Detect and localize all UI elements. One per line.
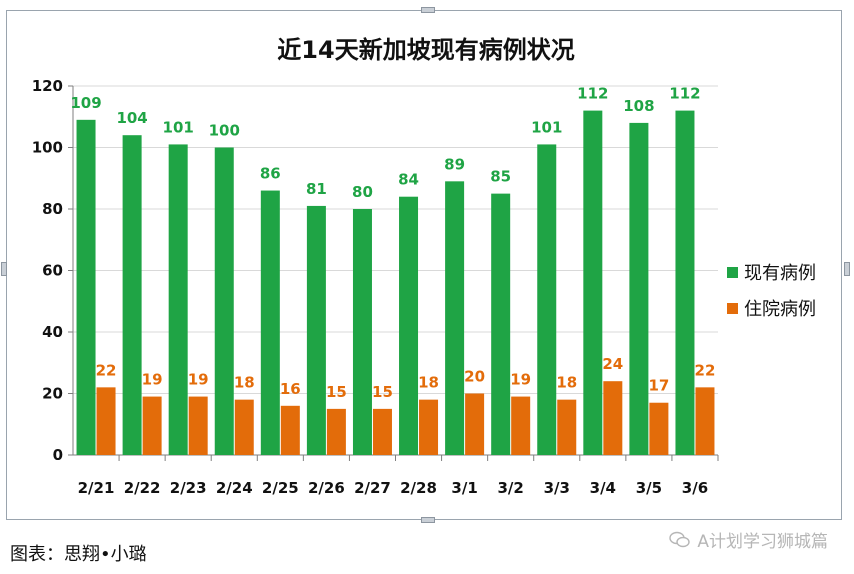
data-label: 19 xyxy=(510,371,531,389)
x-tick-label: 2/21 xyxy=(78,479,115,497)
data-label: 80 xyxy=(352,183,373,201)
data-label: 100 xyxy=(209,122,240,140)
data-label: 101 xyxy=(531,118,562,136)
bar-current-cases xyxy=(352,209,372,455)
data-label: 89 xyxy=(444,155,465,173)
bar-hospitalized-cases xyxy=(419,399,439,455)
bar-current-cases xyxy=(399,196,419,455)
figure-caption: 图表：思翔•小璐 xyxy=(10,544,147,565)
bar-current-cases xyxy=(260,190,280,456)
legend-label: 现有病例 xyxy=(744,263,816,284)
data-label: 24 xyxy=(602,355,623,373)
data-label: 101 xyxy=(163,118,194,136)
data-label: 19 xyxy=(142,371,163,389)
y-tick-label: 80 xyxy=(42,200,63,218)
y-tick-label: 100 xyxy=(32,139,63,157)
data-label: 112 xyxy=(577,85,608,103)
x-tick-label: 2/24 xyxy=(216,479,253,497)
chart-title: 近14天新加坡现有病例状况 xyxy=(277,36,574,64)
bar-current-cases xyxy=(76,119,96,455)
resize-handle-top[interactable] xyxy=(421,7,435,13)
data-label: 22 xyxy=(96,361,117,379)
data-label: 15 xyxy=(326,383,347,401)
wechat-icon xyxy=(669,531,691,547)
resize-handle-right[interactable] xyxy=(844,262,850,276)
x-tick-label: 3/2 xyxy=(497,479,523,497)
data-label: 18 xyxy=(234,374,255,392)
x-tick-label: 2/27 xyxy=(354,479,391,497)
data-label: 104 xyxy=(116,109,147,127)
x-tick-label: 2/25 xyxy=(262,479,299,497)
data-label: 86 xyxy=(260,165,281,183)
bar-hospitalized-cases xyxy=(96,387,116,455)
x-tick-label: 2/28 xyxy=(400,479,437,497)
watermark: A计划学习狮城篇 xyxy=(669,527,828,552)
bar-current-cases xyxy=(629,122,649,456)
x-tick-label: 2/22 xyxy=(124,479,161,497)
data-label: 16 xyxy=(280,380,301,398)
bar-hospitalized-cases xyxy=(280,405,300,455)
bar-current-cases xyxy=(537,144,557,456)
y-tick-label: 40 xyxy=(42,323,63,341)
y-tick-label: 120 xyxy=(32,77,63,95)
data-labels: 109 22 104 19 101 19 100 18 86 16 81 15 80 15 84 18 89 20… xyxy=(70,85,715,401)
x-tick-label: 2/23 xyxy=(170,479,207,497)
x-tick-label: 3/1 xyxy=(451,479,477,497)
legend-swatch xyxy=(727,303,738,314)
bar-hospitalized-cases xyxy=(695,387,715,455)
bar-current-cases xyxy=(168,144,188,456)
data-label: 20 xyxy=(464,368,485,386)
data-label: 84 xyxy=(398,171,419,189)
legend-label: 住院病例 xyxy=(744,299,816,320)
resize-handle-left[interactable] xyxy=(1,262,7,276)
bar-hospitalized-cases xyxy=(234,399,254,455)
data-label: 112 xyxy=(669,85,700,103)
bar-current-cases xyxy=(675,110,695,455)
data-label: 85 xyxy=(490,168,511,186)
bar-current-cases xyxy=(491,193,511,455)
bar-hospitalized-cases xyxy=(465,393,485,455)
bar-hospitalized-cases xyxy=(142,396,162,455)
bar-current-cases xyxy=(214,147,234,455)
x-tick-label: 3/4 xyxy=(590,479,616,497)
data-label: 18 xyxy=(418,374,439,392)
bar-hospitalized-cases xyxy=(649,402,669,455)
bar-current-cases xyxy=(306,205,326,455)
bar-hospitalized-cases xyxy=(557,399,577,455)
data-label: 22 xyxy=(695,361,716,379)
y-tick-label: 0 xyxy=(53,446,63,464)
data-label: 81 xyxy=(306,180,327,198)
bar-hospitalized-cases xyxy=(326,408,346,455)
watermark-text: A计划学习狮城篇 xyxy=(697,532,828,552)
bar-current-cases xyxy=(122,135,142,455)
y-tick-label: 20 xyxy=(42,385,63,403)
x-tick-label: 3/6 xyxy=(682,479,708,497)
legend-swatch xyxy=(727,267,738,278)
axes: 0 20 40 60 80 100 120 2/21 2/22 2/23 2/24 2/25 2/26 2… xyxy=(32,77,719,497)
data-label: 17 xyxy=(648,377,669,395)
data-label: 109 xyxy=(70,94,101,112)
x-tick-label: 2/26 xyxy=(308,479,345,497)
resize-handle-bottom[interactable] xyxy=(421,517,435,523)
data-label: 19 xyxy=(188,371,209,389)
y-tick-label: 60 xyxy=(42,262,63,280)
bar-hospitalized-cases xyxy=(511,396,531,455)
bar-hospitalized-cases xyxy=(603,381,623,455)
data-label: 18 xyxy=(556,374,577,392)
bar-current-cases xyxy=(583,110,603,455)
data-label: 108 xyxy=(623,97,654,115)
bar-hospitalized-cases xyxy=(188,396,208,455)
bar-current-cases xyxy=(445,181,465,455)
x-tick-label: 3/3 xyxy=(544,479,570,497)
x-tick-label: 3/5 xyxy=(636,479,662,497)
bars xyxy=(76,110,715,456)
data-label: 15 xyxy=(372,383,393,401)
bar-hospitalized-cases xyxy=(372,408,392,455)
